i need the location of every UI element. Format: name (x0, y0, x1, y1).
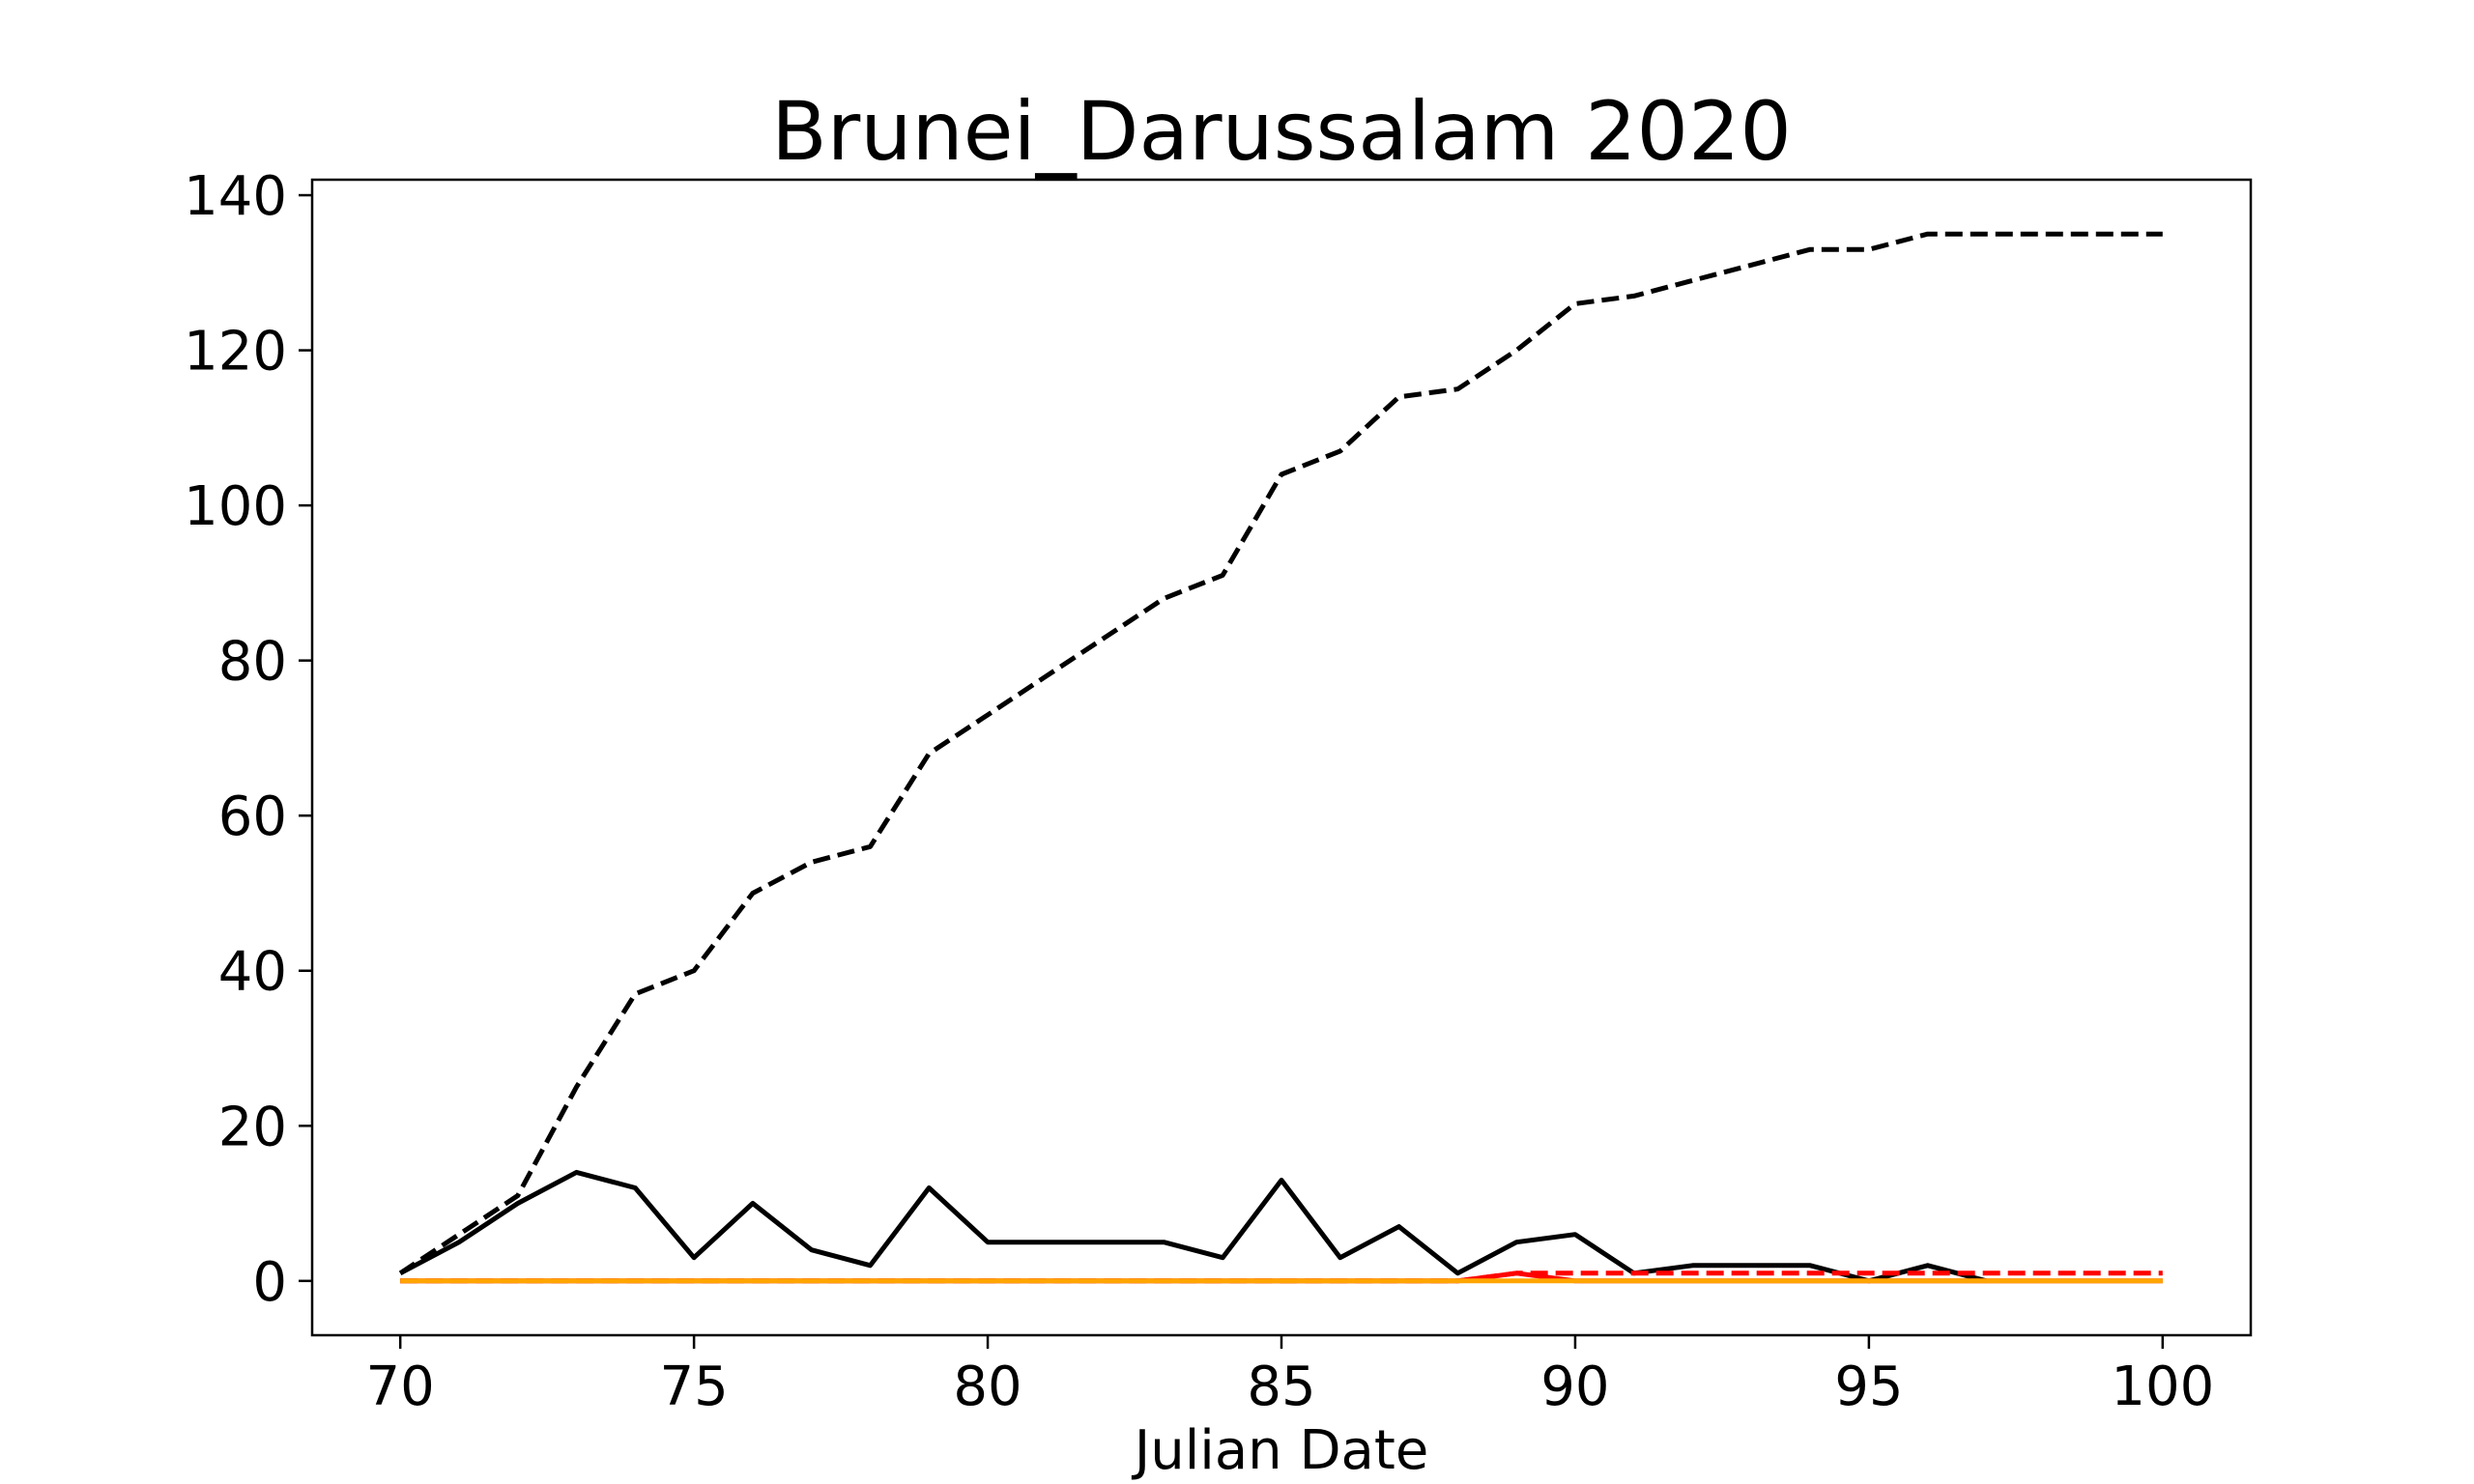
y-tick-label: 140 (184, 165, 287, 228)
x-tick-label: 70 (366, 1356, 435, 1418)
y-tick-label: 100 (184, 475, 287, 538)
series-line-0 (398, 231, 2163, 1275)
y-tick-label: 120 (184, 321, 287, 384)
y-tick-label: 40 (218, 941, 287, 1004)
series-line-1 (399, 1169, 1988, 1284)
y-tick-label: 80 (218, 631, 287, 694)
x-tick-label: 95 (1834, 1356, 1903, 1418)
x-tick-label: 85 (1247, 1356, 1315, 1418)
y-axis-ticks: 0 20 40 60 80 100 120 140 (184, 165, 312, 1314)
x-axis-title: Julian Date (1132, 1419, 1429, 1482)
series-layer (398, 231, 2163, 1284)
plot-frame (310, 178, 2253, 1337)
series-line-2 (400, 1270, 2163, 1284)
x-tick-label: 80 (953, 1356, 1021, 1418)
x-tick-label: 100 (2111, 1356, 2214, 1418)
x-axis-ticks: 70 75 80 85 90 95 100 (366, 1335, 2214, 1418)
x-tick-label: 75 (659, 1356, 728, 1418)
y-tick-label: 0 (252, 1251, 287, 1314)
y-tick-label: 60 (218, 785, 287, 848)
x-tick-label: 90 (1540, 1356, 1609, 1418)
chart-title: Brunei_Darussalam 2020 (771, 84, 1792, 179)
y-tick-label: 20 (218, 1096, 287, 1158)
